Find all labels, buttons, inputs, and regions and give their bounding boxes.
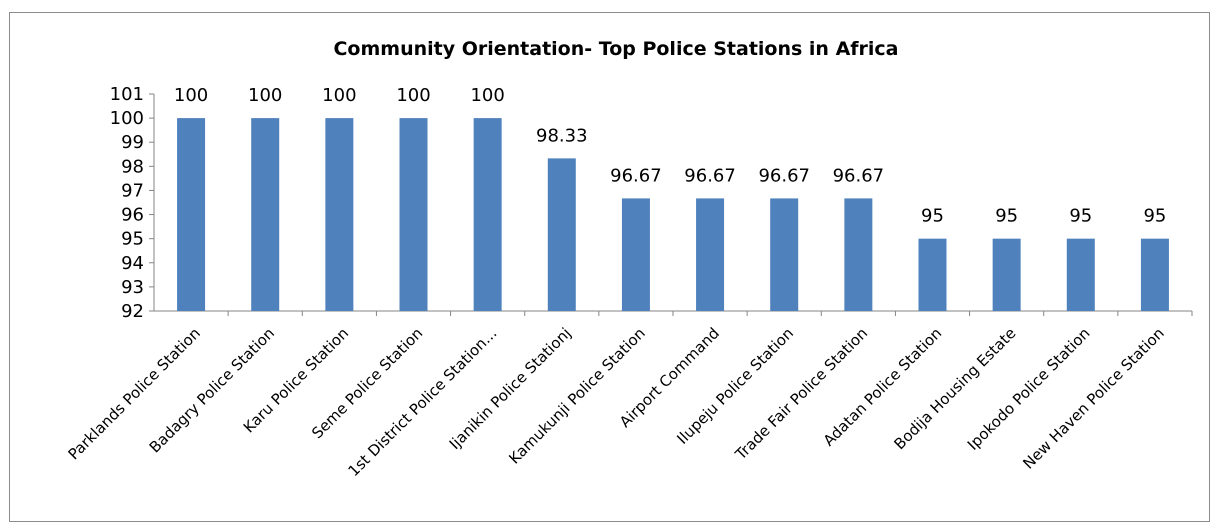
x-category-label: Ipokodo Police Station <box>964 324 1094 454</box>
y-tick-label: 92 <box>121 301 144 322</box>
bar <box>918 238 947 311</box>
x-category-label: Trade Fair Police Station <box>731 324 871 464</box>
x-category-label: New Haven Police Station <box>1019 324 1167 472</box>
bar <box>696 198 725 311</box>
data-label: 95 <box>995 206 1018 227</box>
y-tick-label: 94 <box>121 253 144 274</box>
y-tick-label: 97 <box>121 180 144 201</box>
data-label: 96.67 <box>610 165 662 186</box>
data-label: 100 <box>470 85 504 106</box>
x-category-label: Ijanikin Police Stationj <box>446 324 575 453</box>
chart-title: Community Orientation- Top Police Statio… <box>333 38 899 60</box>
y-tick-label: 100 <box>110 108 144 129</box>
x-category-label: 1st District Police Station... <box>345 324 501 480</box>
data-label: 96.67 <box>833 165 885 186</box>
data-label: 96.67 <box>684 165 736 186</box>
x-category-label: Parklands Police Station <box>65 324 204 463</box>
y-tick-label: 93 <box>121 277 144 298</box>
data-label: 100 <box>322 85 356 106</box>
bar <box>621 198 650 311</box>
x-category-label: Bodija Housing Estate <box>890 324 1019 453</box>
data-label: 100 <box>248 85 282 106</box>
bar <box>399 118 428 311</box>
bar <box>325 118 354 311</box>
y-tick-label: 96 <box>121 205 144 226</box>
data-label: 100 <box>174 85 208 106</box>
x-category-label: Badagry Police Station <box>146 324 278 456</box>
data-label: 95 <box>1069 206 1092 227</box>
data-label: 95 <box>921 206 944 227</box>
bar <box>844 198 873 311</box>
data-label: 100 <box>396 85 430 106</box>
y-tick-label: 99 <box>121 132 144 153</box>
data-label: 98.33 <box>536 125 588 146</box>
bar <box>1140 238 1169 311</box>
bar <box>992 238 1021 311</box>
data-label: 95 <box>1143 206 1166 227</box>
y-tick-label: 95 <box>121 229 144 250</box>
bar <box>251 118 280 311</box>
bar <box>1066 238 1095 311</box>
bar <box>547 158 576 311</box>
bar <box>473 118 502 311</box>
y-tick-label: 98 <box>121 156 144 177</box>
bar <box>770 198 799 311</box>
bar <box>177 118 206 311</box>
x-category-label: Kamukunji Police Station <box>505 324 648 467</box>
y-tick-label: 101 <box>110 84 144 105</box>
data-label: 96.67 <box>758 165 810 186</box>
